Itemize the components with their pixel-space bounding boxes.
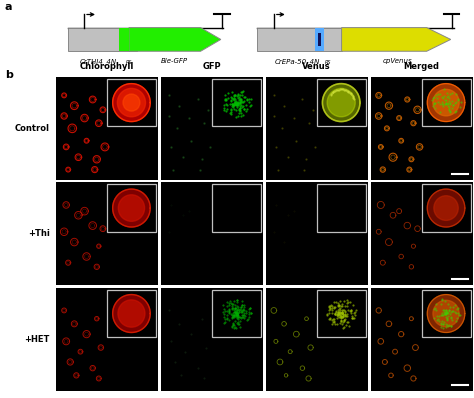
- Text: b: b: [5, 70, 13, 80]
- Text: +HET: +HET: [24, 335, 50, 344]
- Text: Chlorophyll: Chlorophyll: [80, 62, 134, 71]
- Circle shape: [433, 89, 459, 116]
- Circle shape: [427, 84, 465, 121]
- Circle shape: [434, 196, 458, 220]
- Circle shape: [322, 84, 360, 121]
- Bar: [122, 33, 126, 46]
- Bar: [317, 290, 365, 337]
- Circle shape: [427, 295, 465, 332]
- Text: a: a: [5, 2, 12, 12]
- Bar: [421, 184, 471, 232]
- Polygon shape: [129, 27, 221, 51]
- Text: CrEPa-50_4N: CrEPa-50_4N: [274, 58, 320, 64]
- Bar: [317, 79, 365, 126]
- Circle shape: [113, 189, 150, 227]
- Circle shape: [327, 88, 355, 117]
- Text: cpVenus: cpVenus: [383, 58, 412, 64]
- Circle shape: [123, 94, 140, 111]
- Bar: [315, 27, 324, 51]
- Bar: [107, 290, 156, 337]
- Bar: [107, 79, 156, 126]
- Polygon shape: [342, 27, 451, 51]
- Bar: [421, 79, 471, 126]
- Circle shape: [118, 300, 145, 327]
- Text: RS: RS: [325, 60, 332, 65]
- Text: +Thi: +Thi: [28, 229, 50, 238]
- Text: Control: Control: [15, 124, 50, 133]
- Circle shape: [118, 88, 146, 117]
- Text: CrTHI4_4N: CrTHI4_4N: [79, 58, 117, 64]
- Circle shape: [113, 295, 150, 332]
- Text: Venus: Venus: [302, 62, 331, 71]
- Bar: [421, 290, 471, 337]
- Bar: [257, 27, 342, 51]
- Bar: [212, 290, 261, 337]
- Circle shape: [118, 195, 145, 221]
- Text: Ble-GFP: Ble-GFP: [161, 58, 188, 64]
- Bar: [317, 184, 365, 232]
- Bar: [119, 27, 129, 51]
- Bar: [107, 184, 156, 232]
- Text: Merged: Merged: [403, 62, 439, 71]
- Bar: [68, 27, 137, 51]
- Circle shape: [427, 189, 465, 227]
- Circle shape: [433, 300, 459, 327]
- Bar: [212, 79, 261, 126]
- Text: GFP: GFP: [202, 62, 221, 71]
- Circle shape: [113, 84, 150, 121]
- Text: RS: RS: [126, 60, 132, 65]
- Bar: [212, 184, 261, 232]
- Bar: [318, 33, 321, 46]
